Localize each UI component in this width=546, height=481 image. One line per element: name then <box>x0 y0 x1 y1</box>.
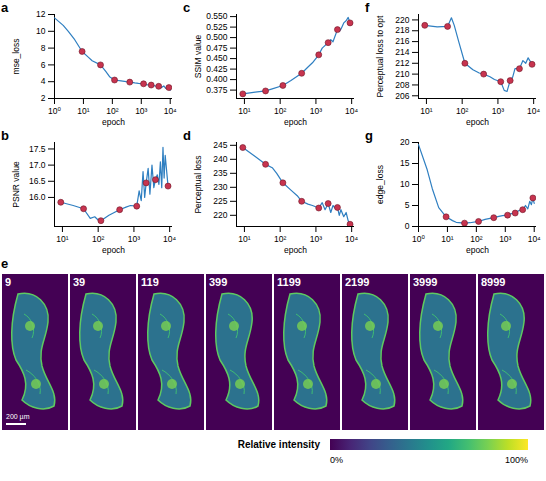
svg-text:mse_loss: mse_loss <box>11 39 21 75</box>
svg-text:9: 9 <box>5 276 11 288</box>
svg-text:epoch: epoch <box>466 117 489 127</box>
svg-text:10³: 10³ <box>310 106 322 116</box>
svg-text:edge_loss: edge_loss <box>375 165 385 204</box>
svg-text:0.375: 0.375 <box>206 85 228 95</box>
svg-text:3999: 3999 <box>413 276 437 288</box>
svg-text:10: 10 <box>400 179 410 189</box>
svg-text:210: 210 <box>395 69 409 79</box>
svg-text:10¹: 10¹ <box>238 106 250 116</box>
svg-text:216: 216 <box>395 36 409 46</box>
svg-text:10⁴: 10⁴ <box>163 234 176 244</box>
html-text:d: d <box>183 128 191 143</box>
svg-text:10⁰: 10⁰ <box>48 106 61 116</box>
svg-text:218: 218 <box>395 25 409 35</box>
svg-text:PSNR value: PSNR value <box>11 161 21 208</box>
svg-text:10³: 10³ <box>135 106 147 116</box>
html-text:b: b <box>1 128 9 143</box>
svg-text:10²: 10² <box>92 234 104 244</box>
svg-text:119: 119 <box>141 276 159 288</box>
svg-text:10⁴: 10⁴ <box>164 106 177 116</box>
svg-text:10²: 10² <box>470 234 482 244</box>
svg-text:17.0: 17.0 <box>29 160 46 170</box>
svg-text:20: 20 <box>400 137 410 147</box>
html-text:a: a <box>1 0 9 15</box>
svg-text:8999: 8999 <box>481 276 505 288</box>
svg-text:10¹: 10¹ <box>77 106 89 116</box>
svg-text:10²: 10² <box>106 106 118 116</box>
svg-text:Perceptual loss: Perceptual loss <box>193 155 203 213</box>
svg-text:100%: 100% <box>505 455 528 465</box>
svg-text:6: 6 <box>41 60 46 70</box>
svg-text:225: 225 <box>213 196 227 206</box>
svg-text:0.425: 0.425 <box>206 64 228 74</box>
svg-text:399: 399 <box>209 276 227 288</box>
svg-text:2: 2 <box>41 93 46 103</box>
svg-text:2199: 2199 <box>345 276 369 288</box>
svg-text:10⁴: 10⁴ <box>345 234 358 244</box>
svg-text:1199: 1199 <box>277 276 301 288</box>
html-text:c: c <box>183 0 191 15</box>
svg-text:5: 5 <box>405 200 410 210</box>
html-text:f: f <box>365 0 370 15</box>
html-text:g: g <box>365 128 373 143</box>
svg-text:4: 4 <box>41 76 46 86</box>
svg-text:212: 212 <box>395 58 409 68</box>
svg-text:10³: 10³ <box>492 106 504 116</box>
svg-text:epoch: epoch <box>466 245 489 255</box>
svg-text:235: 235 <box>213 168 227 178</box>
svg-text:16.0: 16.0 <box>29 192 46 202</box>
svg-text:230: 230 <box>213 182 227 192</box>
svg-text:10²: 10² <box>456 106 468 116</box>
svg-text:39: 39 <box>73 276 85 288</box>
svg-text:epoch: epoch <box>284 117 307 127</box>
svg-text:17.5: 17.5 <box>29 144 46 154</box>
svg-text:12: 12 <box>36 9 46 19</box>
svg-text:0: 0 <box>405 221 410 231</box>
svg-text:0.400: 0.400 <box>206 74 228 84</box>
svg-text:Relative intensity: Relative intensity <box>238 439 321 450</box>
svg-text:10⁴: 10⁴ <box>527 106 540 116</box>
svg-text:epoch: epoch <box>284 245 307 255</box>
svg-text:10¹: 10¹ <box>420 106 432 116</box>
svg-text:SSIM value: SSIM value <box>193 34 203 78</box>
svg-text:10⁴: 10⁴ <box>345 106 358 116</box>
svg-text:214: 214 <box>395 47 409 57</box>
svg-text:10²: 10² <box>274 234 286 244</box>
svg-text:epoch: epoch <box>102 245 125 255</box>
svg-text:208: 208 <box>395 80 409 90</box>
svg-text:0.475: 0.475 <box>206 43 228 53</box>
svg-text:10⁴: 10⁴ <box>528 234 541 244</box>
svg-text:10³: 10³ <box>128 234 140 244</box>
svg-text:10¹: 10¹ <box>441 234 453 244</box>
svg-text:16.5: 16.5 <box>29 176 46 186</box>
svg-text:220: 220 <box>213 210 227 220</box>
svg-text:245: 245 <box>213 140 227 150</box>
svg-text:0.550: 0.550 <box>206 11 228 21</box>
svg-text:0.450: 0.450 <box>206 53 228 63</box>
svg-text:10¹: 10¹ <box>238 234 250 244</box>
svg-text:220: 220 <box>395 15 409 25</box>
svg-text:Perceptual loss to opt: Perceptual loss to opt <box>375 15 385 97</box>
svg-text:10³: 10³ <box>499 234 511 244</box>
svg-text:0%: 0% <box>330 455 343 465</box>
svg-text:10: 10 <box>36 26 46 36</box>
svg-text:10²: 10² <box>274 106 286 116</box>
svg-text:15: 15 <box>400 158 410 168</box>
svg-text:0.500: 0.500 <box>206 32 228 42</box>
svg-text:200 µm: 200 µm <box>6 413 30 421</box>
html-text:e: e <box>1 256 9 271</box>
svg-text:10⁰: 10⁰ <box>412 234 425 244</box>
svg-text:epoch: epoch <box>102 117 125 127</box>
svg-text:10³: 10³ <box>310 234 322 244</box>
svg-text:0.525: 0.525 <box>206 22 228 32</box>
svg-text:10¹: 10¹ <box>56 234 68 244</box>
svg-text:240: 240 <box>213 154 227 164</box>
svg-text:8: 8 <box>41 43 46 53</box>
svg-text:206: 206 <box>395 91 409 101</box>
